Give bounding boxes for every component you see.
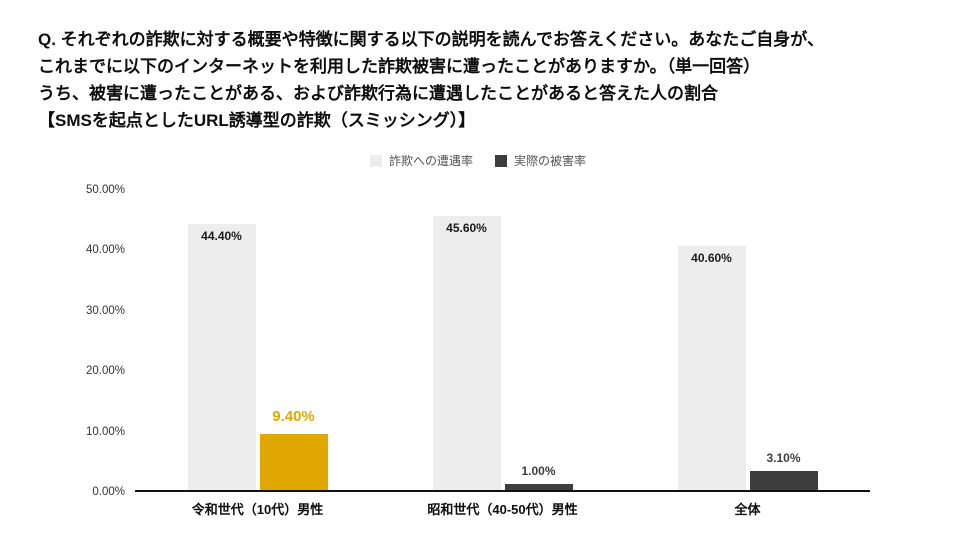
- bar-value-label: 3.10%: [766, 451, 801, 466]
- y-axis-label: 50.00%: [85, 184, 125, 196]
- bar-group: 45.60% 1.00% 昭和世代（40-50代）男性: [427, 190, 578, 517]
- bar-encounter-rate: 40.60%: [677, 246, 746, 490]
- bar-victim-rate: 1.00%: [504, 464, 573, 490]
- legend-label-victim: 実際の被害率: [514, 154, 587, 168]
- bar-group: 40.60% 3.10% 全体: [677, 190, 818, 517]
- question-title-line-2: これまでに以下のインターネットを利用した詐欺被害に遭ったことがありますか。（単一…: [38, 57, 761, 76]
- legend-label-encounter: 詐欺への遭遇率: [388, 154, 473, 168]
- bar-value-label: 44.40%: [201, 228, 242, 243]
- question-title: Q. それぞれの詐欺に対する概要や特徴に関する以下の説明を読んでお答えください。…: [38, 26, 936, 134]
- bar-groups: 44.40% 9.40% 令和世代（10代）男性 45.60% 1.00% 昭和世代（40…: [135, 190, 870, 517]
- y-axis-label: 0.00%: [92, 486, 125, 498]
- category-label: 全体: [734, 502, 761, 517]
- chart-legend: 詐欺への遭遇率 実際の被害率: [0, 152, 956, 169]
- y-axis-label: 30.00%: [85, 304, 125, 317]
- y-axis-label: 20.00%: [85, 365, 125, 378]
- question-title-line-3: うち、被害に遭ったことがある、および詐欺行為に遭遇したことがあると答えた人の割合: [38, 84, 718, 103]
- legend-swatch-victim: [495, 154, 507, 167]
- y-axis-label: 40.00%: [85, 244, 125, 257]
- bar-encounter-rate: 44.40%: [187, 223, 256, 490]
- bar-value-label: 40.60%: [691, 251, 732, 266]
- question-title-line-1: Q. それぞれの詐欺に対する概要や特徴に関する以下の説明を読んでお答えください。…: [38, 30, 824, 49]
- bar-group: 44.40% 9.40% 令和世代（10代）男性: [187, 190, 328, 517]
- legend-swatch-encounter: [369, 154, 382, 167]
- y-axis: 0.00% 10.00% 20.00% 30.00% 40.00% 50.00%: [0, 184, 125, 498]
- bar-value-label: 1.00%: [521, 464, 556, 478]
- legend-item-victim: 実際の被害率: [495, 152, 586, 169]
- category-label: 昭和世代（40-50代）男性: [427, 502, 578, 517]
- category-label: 令和世代（10代）男性: [191, 502, 324, 517]
- y-axis-label: 10.00%: [85, 425, 125, 438]
- bar-encounter-rate: 45.60%: [432, 216, 501, 490]
- legend-item-encounter: 詐欺への遭遇率: [369, 152, 473, 169]
- bar-value-label: 9.40%: [272, 407, 315, 425]
- chart-area: 44.40% 9.40% 令和世代（10代）男性 45.60% 1.00% 昭和世代（40…: [135, 190, 870, 517]
- question-title-line-4: 【SMSを起点としたURL誘導型の詐欺（スミッシング）】: [38, 111, 476, 130]
- bar-victim-rate: 9.40%: [259, 408, 328, 490]
- bar-victim-rate: 3.10%: [749, 451, 818, 490]
- bar-value-label: 45.60%: [446, 221, 487, 236]
